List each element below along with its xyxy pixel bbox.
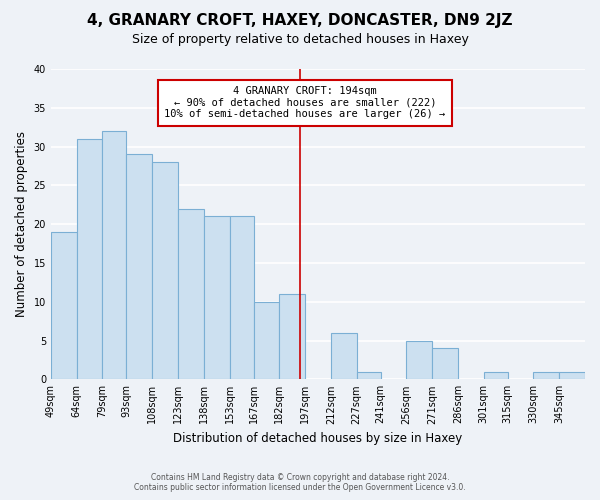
Bar [152, 162, 178, 380]
Bar [127, 154, 152, 380]
Bar [406, 340, 432, 380]
Bar [230, 216, 254, 380]
Bar [356, 372, 380, 380]
Bar [178, 208, 204, 380]
Bar [331, 333, 356, 380]
Text: 4 GRANARY CROFT: 194sqm
← 90% of detached houses are smaller (222)
10% of semi-d: 4 GRANARY CROFT: 194sqm ← 90% of detache… [164, 86, 446, 120]
Text: Contains HM Land Registry data © Crown copyright and database right 2024.
Contai: Contains HM Land Registry data © Crown c… [134, 473, 466, 492]
Text: Size of property relative to detached houses in Haxey: Size of property relative to detached ho… [131, 32, 469, 46]
Bar [533, 372, 559, 380]
Bar [51, 232, 77, 380]
Bar [103, 131, 127, 380]
Bar [280, 294, 305, 380]
Bar [432, 348, 458, 380]
Bar [77, 139, 103, 380]
Y-axis label: Number of detached properties: Number of detached properties [15, 131, 28, 317]
Bar [484, 372, 508, 380]
X-axis label: Distribution of detached houses by size in Haxey: Distribution of detached houses by size … [173, 432, 463, 445]
Bar [559, 372, 585, 380]
Bar [254, 302, 280, 380]
Bar [204, 216, 230, 380]
Text: 4, GRANARY CROFT, HAXEY, DONCASTER, DN9 2JZ: 4, GRANARY CROFT, HAXEY, DONCASTER, DN9 … [87, 12, 513, 28]
